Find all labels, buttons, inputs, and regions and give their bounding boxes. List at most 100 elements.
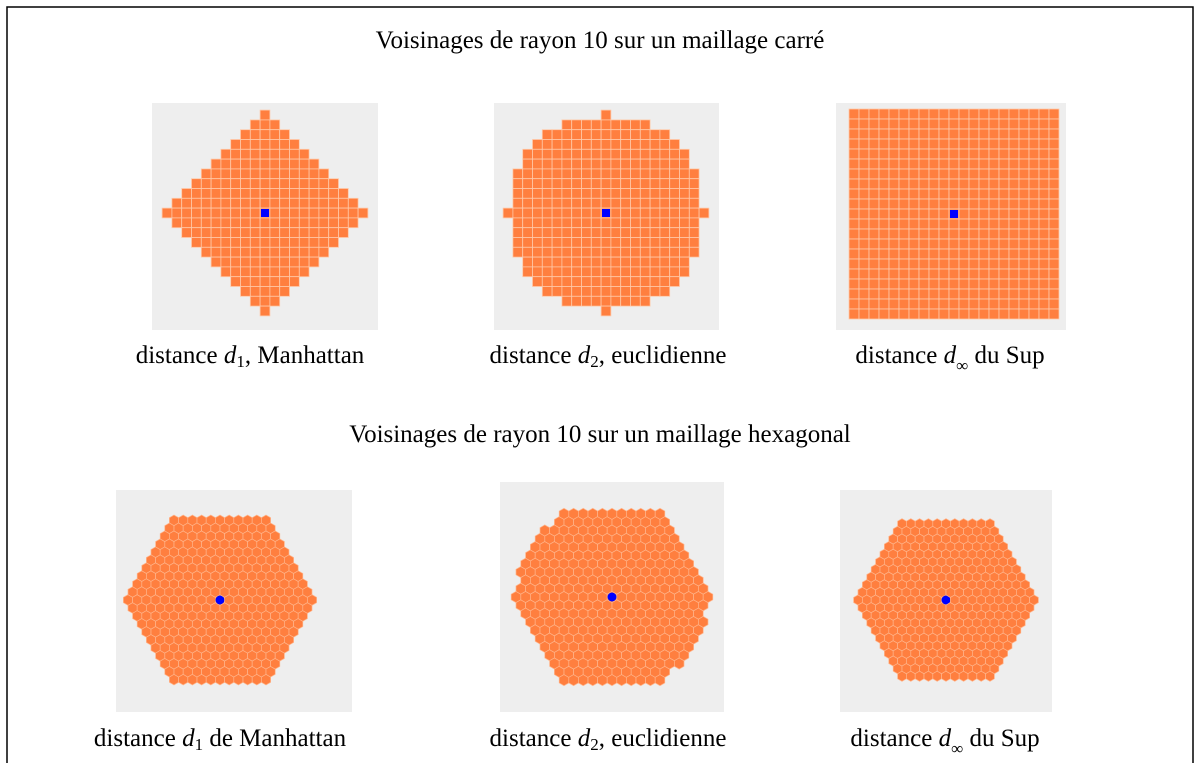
cell [249, 148, 261, 160]
cell [1008, 178, 1020, 190]
cell [1048, 138, 1060, 150]
cell [898, 308, 910, 320]
cell [848, 148, 860, 160]
cell [639, 148, 651, 160]
cell [600, 168, 612, 180]
cell [551, 207, 563, 219]
cell [848, 208, 860, 220]
cell [259, 227, 271, 238]
cell [858, 218, 870, 230]
cell [1008, 218, 1020, 230]
cell [848, 108, 860, 120]
cell [1028, 298, 1040, 310]
cell [210, 168, 222, 180]
cell [171, 197, 183, 209]
cell [688, 217, 700, 229]
cell [978, 248, 990, 260]
cell [918, 138, 930, 150]
cell [998, 108, 1010, 120]
cell [968, 228, 980, 240]
cell [1048, 298, 1060, 310]
cell [532, 207, 543, 219]
cell [998, 138, 1010, 150]
cell [240, 256, 251, 268]
cell [998, 228, 1010, 240]
cell [512, 188, 524, 199]
cell [659, 217, 671, 229]
cell [220, 197, 232, 209]
cell [318, 168, 330, 180]
cell [968, 168, 980, 180]
cell [249, 286, 261, 297]
cell [269, 188, 281, 199]
cell [240, 188, 251, 199]
cell [858, 168, 870, 180]
cell [620, 119, 631, 131]
cell [630, 227, 641, 238]
cell [978, 158, 990, 170]
cell [938, 278, 950, 290]
cell [878, 178, 890, 190]
cell [878, 208, 890, 220]
cell [1048, 238, 1060, 250]
cell [581, 286, 592, 297]
cell [1038, 278, 1050, 290]
cell [259, 266, 271, 278]
cell [630, 276, 641, 287]
cell [269, 286, 281, 297]
cell [230, 276, 241, 287]
cell [571, 227, 582, 238]
cell [968, 258, 980, 270]
cell [590, 178, 602, 189]
cell [659, 237, 671, 248]
cell [679, 178, 690, 189]
cell [928, 248, 940, 260]
cell [898, 248, 910, 260]
cell [848, 228, 860, 240]
cell [200, 207, 212, 219]
cell [610, 158, 622, 170]
cell [289, 148, 300, 160]
cell [571, 256, 582, 268]
cell [928, 238, 940, 250]
cell [308, 178, 320, 189]
cell [978, 118, 990, 130]
cell [581, 246, 592, 258]
caption-text: distance [855, 342, 943, 369]
cell [571, 197, 582, 209]
cell [918, 308, 930, 320]
cell [958, 128, 970, 140]
cell [858, 178, 870, 190]
cell [948, 148, 960, 160]
cell [220, 168, 232, 180]
cell [1038, 288, 1050, 300]
center-cell [950, 210, 958, 218]
cell [928, 198, 940, 210]
cell [868, 298, 880, 310]
cell [279, 129, 290, 140]
cell [1038, 198, 1050, 210]
cell [259, 217, 271, 229]
cell [571, 246, 582, 258]
cell [639, 119, 651, 131]
cell [249, 276, 261, 287]
cell [600, 256, 612, 268]
cell [978, 168, 990, 180]
cell [240, 246, 251, 258]
cell [659, 158, 671, 170]
cell [669, 139, 680, 150]
cell [1018, 268, 1030, 280]
cell [269, 276, 281, 287]
cell [171, 217, 183, 229]
cell [502, 207, 514, 219]
cell [918, 268, 930, 280]
cell [858, 188, 870, 200]
cell [908, 268, 920, 280]
cell [571, 295, 582, 307]
cell [1038, 238, 1050, 250]
cell [868, 288, 880, 300]
cell [289, 207, 300, 219]
cell [998, 258, 1010, 270]
cell [590, 168, 602, 180]
cell [928, 268, 940, 280]
